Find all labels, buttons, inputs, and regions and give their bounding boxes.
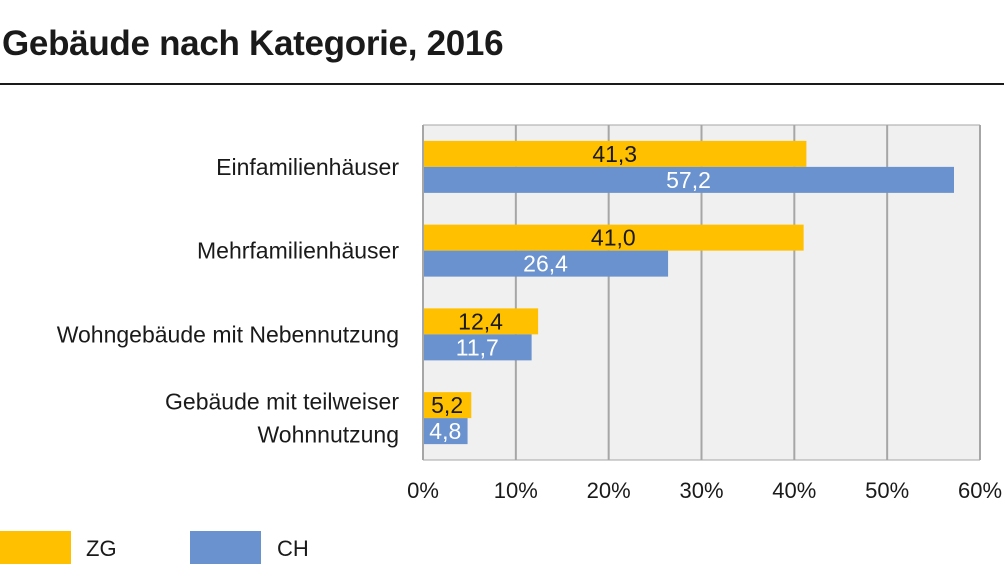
data-label: 11,7 bbox=[456, 334, 499, 360]
legend-swatch-zg bbox=[0, 531, 71, 564]
x-tick-label: 20% bbox=[587, 478, 631, 503]
data-label: 26,4 bbox=[523, 251, 568, 277]
x-tick-label: 50% bbox=[865, 478, 909, 503]
category-label: Wohngebäude mit Nebennutzung bbox=[57, 321, 399, 347]
legend-label-zg: ZG bbox=[86, 536, 117, 561]
data-label: 41,3 bbox=[592, 141, 637, 167]
title-rule bbox=[0, 83, 1004, 85]
data-label: 41,0 bbox=[591, 225, 636, 251]
x-tick-label: 30% bbox=[679, 478, 723, 503]
bar-zg bbox=[423, 392, 472, 419]
data-label: 5,2 bbox=[431, 392, 463, 418]
category-label: Wohnnutzung bbox=[257, 422, 399, 448]
bar-zg bbox=[423, 224, 804, 251]
x-tick-label: 10% bbox=[494, 478, 538, 503]
bar-ch bbox=[423, 334, 532, 361]
data-label: 12,4 bbox=[458, 308, 503, 334]
data-label: 57,2 bbox=[666, 167, 711, 193]
bar-ch bbox=[423, 250, 669, 277]
x-tick-label: 0% bbox=[407, 478, 439, 503]
category-label: Mehrfamilienhäuser bbox=[197, 238, 399, 264]
legend-swatch-ch bbox=[190, 531, 261, 564]
bar-ch bbox=[423, 418, 468, 445]
x-tick-label: 60% bbox=[958, 478, 1002, 503]
legend-label-ch: CH bbox=[277, 536, 309, 561]
category-label: Gebäude mit teilweiser bbox=[165, 389, 399, 415]
bar-zg bbox=[423, 308, 539, 335]
bar-ch bbox=[423, 166, 955, 193]
chart-title: Gebäude nach Kategorie, 2016 bbox=[2, 24, 504, 63]
x-tick-label: 40% bbox=[772, 478, 816, 503]
category-label: Einfamilienhäuser bbox=[216, 154, 399, 180]
bar-zg bbox=[423, 140, 807, 167]
data-label: 4,8 bbox=[429, 418, 461, 444]
